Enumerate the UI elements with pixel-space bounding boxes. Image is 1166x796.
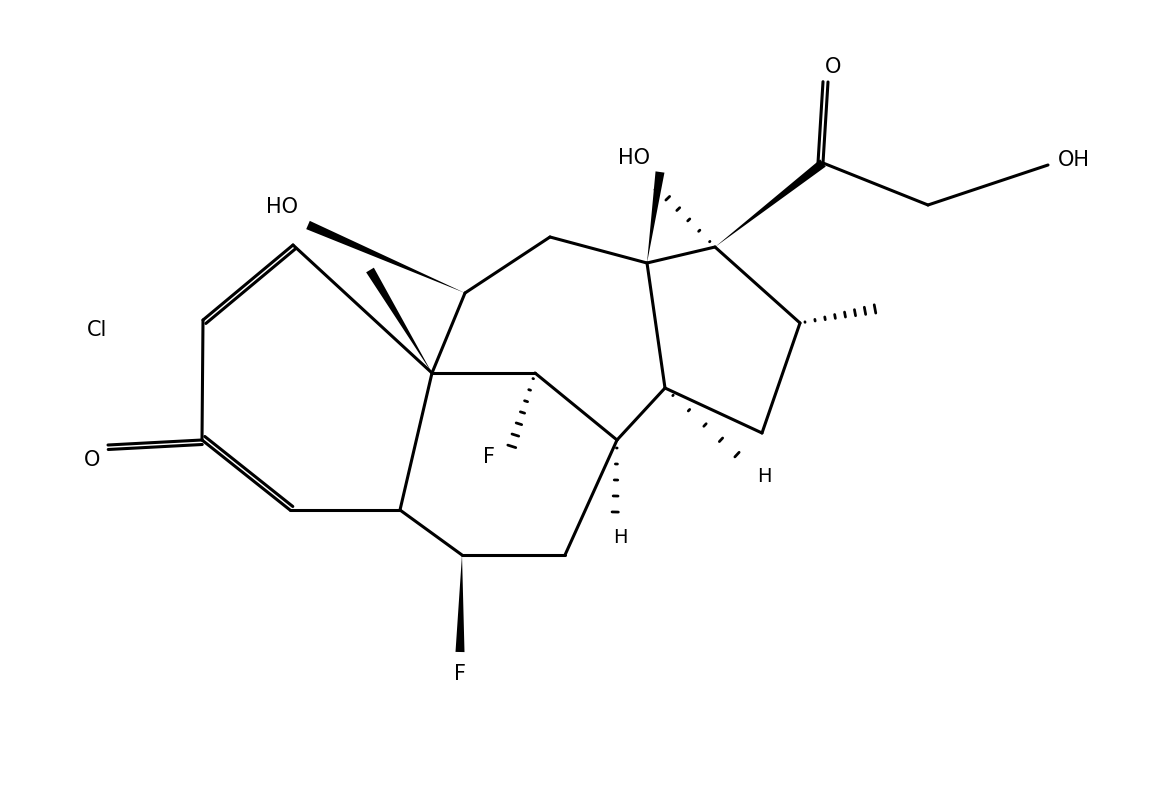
Text: HO: HO <box>266 197 298 217</box>
Polygon shape <box>715 159 826 247</box>
Text: OH: OH <box>1058 150 1090 170</box>
Polygon shape <box>647 171 665 263</box>
Text: H: H <box>613 528 627 547</box>
Text: O: O <box>84 450 100 470</box>
Polygon shape <box>307 220 465 293</box>
Text: Cl: Cl <box>86 320 107 340</box>
Text: F: F <box>454 664 466 684</box>
Text: O: O <box>824 57 841 77</box>
Text: H: H <box>757 467 772 486</box>
Polygon shape <box>456 555 464 652</box>
Text: HO: HO <box>618 148 649 168</box>
Text: F: F <box>483 447 496 467</box>
Polygon shape <box>366 267 431 373</box>
